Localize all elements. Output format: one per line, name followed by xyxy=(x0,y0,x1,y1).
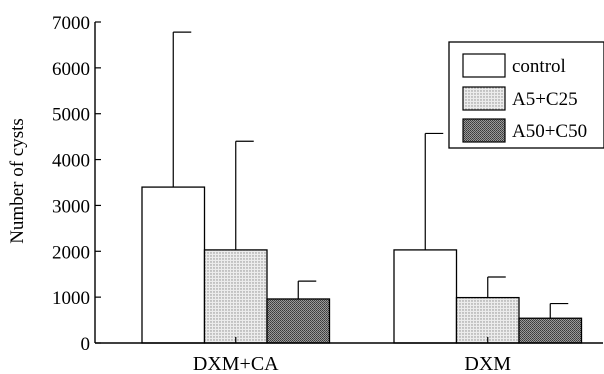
bar-control xyxy=(393,249,458,344)
y-tick-label: 4000 xyxy=(52,151,90,172)
legend-label: A5+C25 xyxy=(512,89,578,110)
bar-a5-c25 xyxy=(455,296,520,344)
legend-swatch xyxy=(462,86,506,111)
legend: control A5+C25 A50+C50 xyxy=(448,41,604,149)
y-axis-title: Number of cysts xyxy=(7,118,28,244)
y-axis: 0 1000 2000 3000 4000 5000 6000 7000 xyxy=(52,13,101,355)
y-tick-label: 0 xyxy=(81,334,91,355)
error-bars xyxy=(172,31,569,319)
legend-swatch xyxy=(462,53,506,78)
bar-a5-c25 xyxy=(203,249,268,344)
bar-control xyxy=(141,186,206,344)
y-tick-label: 1000 xyxy=(52,288,90,309)
bar-a50-c50 xyxy=(518,317,583,344)
y-tick-label: 3000 xyxy=(52,196,90,217)
legend-label: A50+C50 xyxy=(512,121,587,142)
bar-a50-c50 xyxy=(266,298,331,344)
x-tick-label: DXM xyxy=(464,353,511,374)
y-tick-label: 5000 xyxy=(52,105,90,126)
legend-label: control xyxy=(512,56,566,77)
x-axis: DXM+CA DXM xyxy=(95,337,603,374)
y-tick-label: 6000 xyxy=(52,59,90,80)
legend-swatch xyxy=(462,118,506,143)
x-tick-label: DXM+CA xyxy=(193,353,279,374)
bars xyxy=(141,186,583,344)
y-tick-label: 7000 xyxy=(52,13,90,34)
y-tick-label: 2000 xyxy=(52,242,90,263)
